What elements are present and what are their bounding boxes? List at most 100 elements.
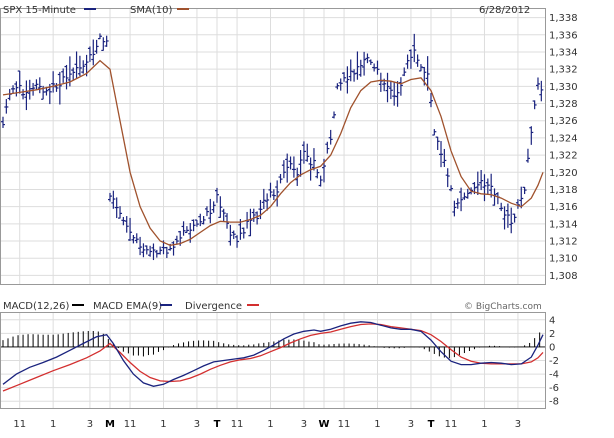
- ohlc-bar: [535, 77, 540, 90]
- price-y-tick-label: 1,308: [549, 271, 578, 282]
- macd-y-tick-label: 4: [549, 315, 555, 326]
- ohlc-bar: [214, 187, 219, 203]
- ohlc-bar: [131, 235, 136, 244]
- ohlc-bar: [499, 202, 504, 212]
- ohlc-bar: [61, 68, 66, 83]
- ohlc-bar: [144, 245, 149, 255]
- ohlc-bar: [358, 59, 363, 77]
- ohlc-bar: [225, 213, 230, 229]
- ohlc-bar: [151, 243, 156, 261]
- sma-line: [2, 59, 544, 246]
- ohlc-bar: [378, 72, 383, 92]
- ohlc-bar: [14, 81, 19, 97]
- x-tick-label: 3: [87, 419, 93, 430]
- x-tick-label: 3: [301, 419, 307, 430]
- ohlc-bar: [74, 51, 79, 78]
- ohlc-bar: [408, 49, 413, 69]
- x-tick-label: 11: [13, 419, 26, 430]
- ohlc-bar: [57, 71, 62, 105]
- ohlc-bar: [412, 33, 417, 63]
- ohlc-bar: [348, 59, 353, 82]
- ohlc-bar: [101, 37, 106, 52]
- ohlc-bar: [164, 246, 169, 258]
- ohlc-bar: [515, 199, 520, 209]
- ohlc-bar: [265, 193, 270, 211]
- x-tick-label: 1: [481, 419, 487, 430]
- ohlc-bar: [519, 186, 524, 209]
- ohlc-bar: [355, 51, 360, 80]
- price-legend-label: SPX 15-Minute: [3, 5, 76, 16]
- ohlc-bar: [375, 60, 380, 75]
- ohlc-bar: [285, 153, 290, 183]
- price-y-tick-label: 1,310: [549, 254, 578, 265]
- ohlc-bar: [489, 173, 494, 198]
- price-y-tick-label: 1,336: [549, 30, 578, 41]
- macd-panel-frame: [0, 312, 546, 409]
- x-tick-label: T: [214, 419, 221, 430]
- ohlc-bar: [181, 221, 186, 236]
- ohlc-bar: [228, 224, 233, 246]
- x-tick-label: 11: [445, 419, 458, 430]
- ohlc-bar: [91, 39, 96, 66]
- ohlc-bar: [194, 219, 199, 227]
- ohlc-bar: [291, 156, 296, 178]
- ohlc-bar: [495, 192, 500, 205]
- ohlc-bar: [525, 148, 530, 163]
- ohlc-bar: [415, 54, 420, 67]
- ohlc-bar: [432, 129, 437, 136]
- ohlc-bar: [204, 206, 209, 217]
- ohlc-bar: [539, 80, 544, 102]
- price-y-tick-label: 1,320: [549, 168, 578, 179]
- price-y-tick-label: 1,322: [549, 151, 578, 162]
- ohlc-bar: [235, 235, 240, 248]
- ohlc-bar: [338, 78, 343, 91]
- x-tick-label: 1: [374, 419, 380, 430]
- divergence-line: [2, 323, 544, 392]
- ohlc-bar: [54, 83, 59, 92]
- ohlc-bar: [218, 196, 223, 218]
- price-y-tick-label: 1,334: [549, 47, 578, 58]
- ohlc-bar: [318, 175, 323, 187]
- ohlc-bar: [385, 72, 390, 103]
- ohlc-bar: [449, 185, 454, 192]
- ohlc-bar: [51, 71, 56, 93]
- x-tick-label: 11: [124, 419, 137, 430]
- ohlc-bar: [365, 53, 370, 64]
- ohlc-bar: [328, 129, 333, 145]
- ohlc-bar: [345, 66, 350, 94]
- ohlc-bar: [81, 60, 86, 74]
- ohlc-bar: [305, 143, 310, 162]
- ohlc-bar: [191, 219, 196, 232]
- macd-y-tick-label: -6: [549, 383, 559, 394]
- macd-ema-legend-label: MACD EMA(9): [93, 301, 162, 312]
- ohlc-bar: [452, 200, 457, 217]
- price-y-tick-label: 1,326: [549, 116, 578, 127]
- ohlc-bar: [124, 216, 129, 233]
- ohlc-bar: [425, 56, 430, 91]
- macd-y-tick-label: 0: [549, 342, 555, 353]
- ohlc-bar: [198, 213, 203, 227]
- price-y-tick-label: 1,338: [549, 13, 578, 24]
- ohlc-bar: [342, 72, 347, 82]
- ohlc-bar: [221, 208, 226, 222]
- ohlc-bar: [118, 206, 123, 219]
- ohlc-bar: [97, 33, 102, 40]
- sma-legend-label: SMA(10): [130, 5, 172, 16]
- ohlc-bar: [395, 81, 400, 107]
- ohlc-bar: [522, 186, 527, 195]
- divergence-legend-label: Divergence: [185, 301, 242, 312]
- ohlc-bar: [87, 46, 92, 62]
- ohlc-bar: [134, 233, 139, 244]
- ohlc-bar: [11, 85, 16, 94]
- ohlc-bar: [261, 188, 266, 210]
- price-y-tick-label: 1,318: [549, 185, 578, 196]
- ohlc-bar: [492, 188, 497, 206]
- ohlc-bar: [107, 192, 112, 202]
- ohlc-bar: [455, 198, 460, 209]
- ohlc-bar: [268, 182, 273, 198]
- ohlc-bar: [174, 235, 179, 245]
- ohlc-bar: [482, 174, 487, 202]
- ohlc-bar: [31, 82, 36, 96]
- price-panel-frame: [0, 8, 546, 285]
- macd-plot: [1, 321, 545, 392]
